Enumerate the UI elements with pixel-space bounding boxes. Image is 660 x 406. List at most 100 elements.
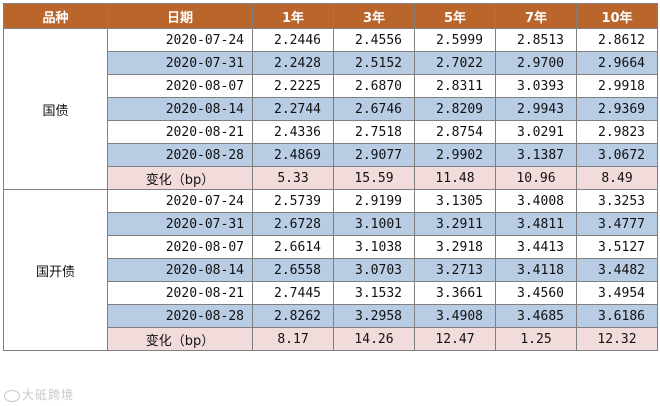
yield-cell: 2.9199 bbox=[333, 189, 415, 213]
yield-cell: 3.0672 bbox=[576, 143, 658, 167]
yield-table-container: 品种 日期 1年 3年 5年 7年 10年 国债 2020-07-24 2.2446… bbox=[3, 3, 658, 351]
yield-cell: 3.2911 bbox=[414, 212, 496, 236]
table-row: 2020-07-31 2.6728 3.1001 3.2911 3.4811 3.4777 bbox=[4, 212, 658, 236]
yield-cell: 3.2918 bbox=[414, 235, 496, 259]
date-cell: 2020-08-21 bbox=[107, 281, 253, 305]
yield-cell: 3.4954 bbox=[576, 281, 658, 305]
change-cell: 1.25 bbox=[495, 327, 577, 351]
yield-cell: 3.0291 bbox=[495, 120, 577, 144]
yield-cell: 2.9823 bbox=[576, 120, 658, 144]
group-label: 国债 bbox=[3, 28, 108, 190]
table-body: 国债 2020-07-24 2.2446 2.4556 2.5999 2.8513 2.86… bbox=[3, 28, 658, 351]
yield-cell: 2.8513 bbox=[495, 28, 577, 52]
yield-cell: 3.6186 bbox=[576, 304, 658, 328]
header-10y: 10年 bbox=[576, 3, 658, 29]
date-cell: 2020-08-21 bbox=[107, 120, 253, 144]
yield-cell: 3.2958 bbox=[333, 304, 415, 328]
yield-cell: 3.1532 bbox=[333, 281, 415, 305]
yield-cell: 3.4908 bbox=[414, 304, 496, 328]
yield-cell: 2.7022 bbox=[414, 51, 496, 75]
header-3y: 3年 bbox=[333, 3, 415, 29]
yield-cell: 2.8612 bbox=[576, 28, 658, 52]
date-cell: 2020-07-24 bbox=[107, 189, 253, 213]
yield-cell: 3.1305 bbox=[414, 189, 496, 213]
yield-cell: 2.2446 bbox=[252, 28, 334, 52]
yield-cell: 2.8754 bbox=[414, 120, 496, 144]
watermark-logo-icon bbox=[4, 389, 20, 402]
yield-cell: 2.7518 bbox=[333, 120, 415, 144]
change-row: 变化（bp） 8.17 14.26 12.47 1.25 12.32 bbox=[4, 327, 658, 351]
date-cell: 2020-07-31 bbox=[107, 51, 253, 75]
yield-cell: 2.5999 bbox=[414, 28, 496, 52]
yield-cell: 2.2225 bbox=[252, 74, 334, 98]
yield-cell: 2.6870 bbox=[333, 74, 415, 98]
yield-cell: 3.4008 bbox=[495, 189, 577, 213]
change-cell: 10.96 bbox=[495, 166, 577, 190]
table-row: 2020-07-31 2.2428 2.5152 2.7022 2.9700 2.9664 bbox=[4, 51, 658, 75]
date-cell: 2020-08-28 bbox=[107, 143, 253, 167]
yield-cell: 3.4118 bbox=[495, 258, 577, 282]
change-cell: 11.48 bbox=[414, 166, 496, 190]
bond-yield-table: 品种 日期 1年 3年 5年 7年 10年 国债 2020-07-24 2.2446… bbox=[3, 3, 658, 351]
yield-cell: 2.9943 bbox=[495, 97, 577, 121]
yield-cell: 3.4777 bbox=[576, 212, 658, 236]
table-row: 国开债 2020-07-24 2.5739 2.9199 3.1305 3.4008 3.3… bbox=[3, 189, 658, 351]
yield-cell: 3.4811 bbox=[495, 212, 577, 236]
header-7y: 7年 bbox=[495, 3, 577, 29]
table-row: 2020-08-14 2.6558 3.0703 3.2713 3.4118 3.4482 bbox=[4, 258, 658, 282]
yield-cell: 3.4685 bbox=[495, 304, 577, 328]
yield-cell: 2.6558 bbox=[252, 258, 334, 282]
date-cell: 2020-08-28 bbox=[107, 304, 253, 328]
change-label: 变化（bp） bbox=[107, 327, 253, 351]
date-cell: 2020-08-07 bbox=[107, 74, 253, 98]
yield-cell: 2.9369 bbox=[576, 97, 658, 121]
yield-cell: 2.8209 bbox=[414, 97, 496, 121]
date-cell: 2020-08-14 bbox=[107, 258, 253, 282]
header-row: 品种 日期 1年 3年 5年 7年 10年 bbox=[3, 3, 658, 29]
table-row: 国债 2020-07-24 2.2446 2.4556 2.5999 2.8513 2.86… bbox=[3, 28, 658, 190]
yield-cell: 3.3253 bbox=[576, 189, 658, 213]
yield-cell: 2.9902 bbox=[414, 143, 496, 167]
yield-cell: 2.6746 bbox=[333, 97, 415, 121]
yield-cell: 3.1001 bbox=[333, 212, 415, 236]
yield-cell: 2.9700 bbox=[495, 51, 577, 75]
date-cell: 2020-08-14 bbox=[107, 97, 253, 121]
yield-cell: 3.3661 bbox=[414, 281, 496, 305]
yield-cell: 3.1387 bbox=[495, 143, 577, 167]
change-cell: 8.49 bbox=[576, 166, 658, 190]
table-row: 2020-08-07 2.6614 3.1038 3.2918 3.4413 3.5127 bbox=[4, 235, 658, 259]
yield-cell: 2.9664 bbox=[576, 51, 658, 75]
header-5y: 5年 bbox=[414, 3, 496, 29]
yield-cell: 3.5127 bbox=[576, 235, 658, 259]
date-cell: 2020-07-24 bbox=[107, 28, 253, 52]
yield-cell: 2.4336 bbox=[252, 120, 334, 144]
yield-cell: 2.4869 bbox=[252, 143, 334, 167]
change-cell: 15.59 bbox=[333, 166, 415, 190]
yield-cell: 3.0393 bbox=[495, 74, 577, 98]
header-date: 日期 bbox=[107, 3, 253, 29]
change-row: 变化（bp） 5.33 15.59 11.48 10.96 8.49 bbox=[4, 166, 658, 190]
yield-cell: 2.6728 bbox=[252, 212, 334, 236]
header-variety: 品种 bbox=[3, 3, 108, 29]
yield-cell: 2.2428 bbox=[252, 51, 334, 75]
change-cell: 14.26 bbox=[333, 327, 415, 351]
table-row: 2020-08-14 2.2744 2.6746 2.8209 2.9943 2.9369 bbox=[4, 97, 658, 121]
yield-cell: 3.4560 bbox=[495, 281, 577, 305]
yield-cell: 2.5152 bbox=[333, 51, 415, 75]
watermark-text: 大砥跨境 bbox=[22, 388, 75, 402]
yield-cell: 2.9077 bbox=[333, 143, 415, 167]
change-cell: 8.17 bbox=[252, 327, 334, 351]
yield-cell: 3.1038 bbox=[333, 235, 415, 259]
yield-cell: 2.6614 bbox=[252, 235, 334, 259]
change-cell: 12.47 bbox=[414, 327, 496, 351]
change-label: 变化（bp） bbox=[107, 166, 253, 190]
date-cell: 2020-07-31 bbox=[107, 212, 253, 236]
yield-cell: 3.0703 bbox=[333, 258, 415, 282]
date-cell: 2020-08-07 bbox=[107, 235, 253, 259]
yield-cell: 2.5739 bbox=[252, 189, 334, 213]
yield-cell: 2.8311 bbox=[414, 74, 496, 98]
watermark: 大砥跨境 bbox=[4, 386, 74, 403]
yield-cell: 2.4556 bbox=[333, 28, 415, 52]
header-1y: 1年 bbox=[252, 3, 334, 29]
yield-cell: 2.7445 bbox=[252, 281, 334, 305]
